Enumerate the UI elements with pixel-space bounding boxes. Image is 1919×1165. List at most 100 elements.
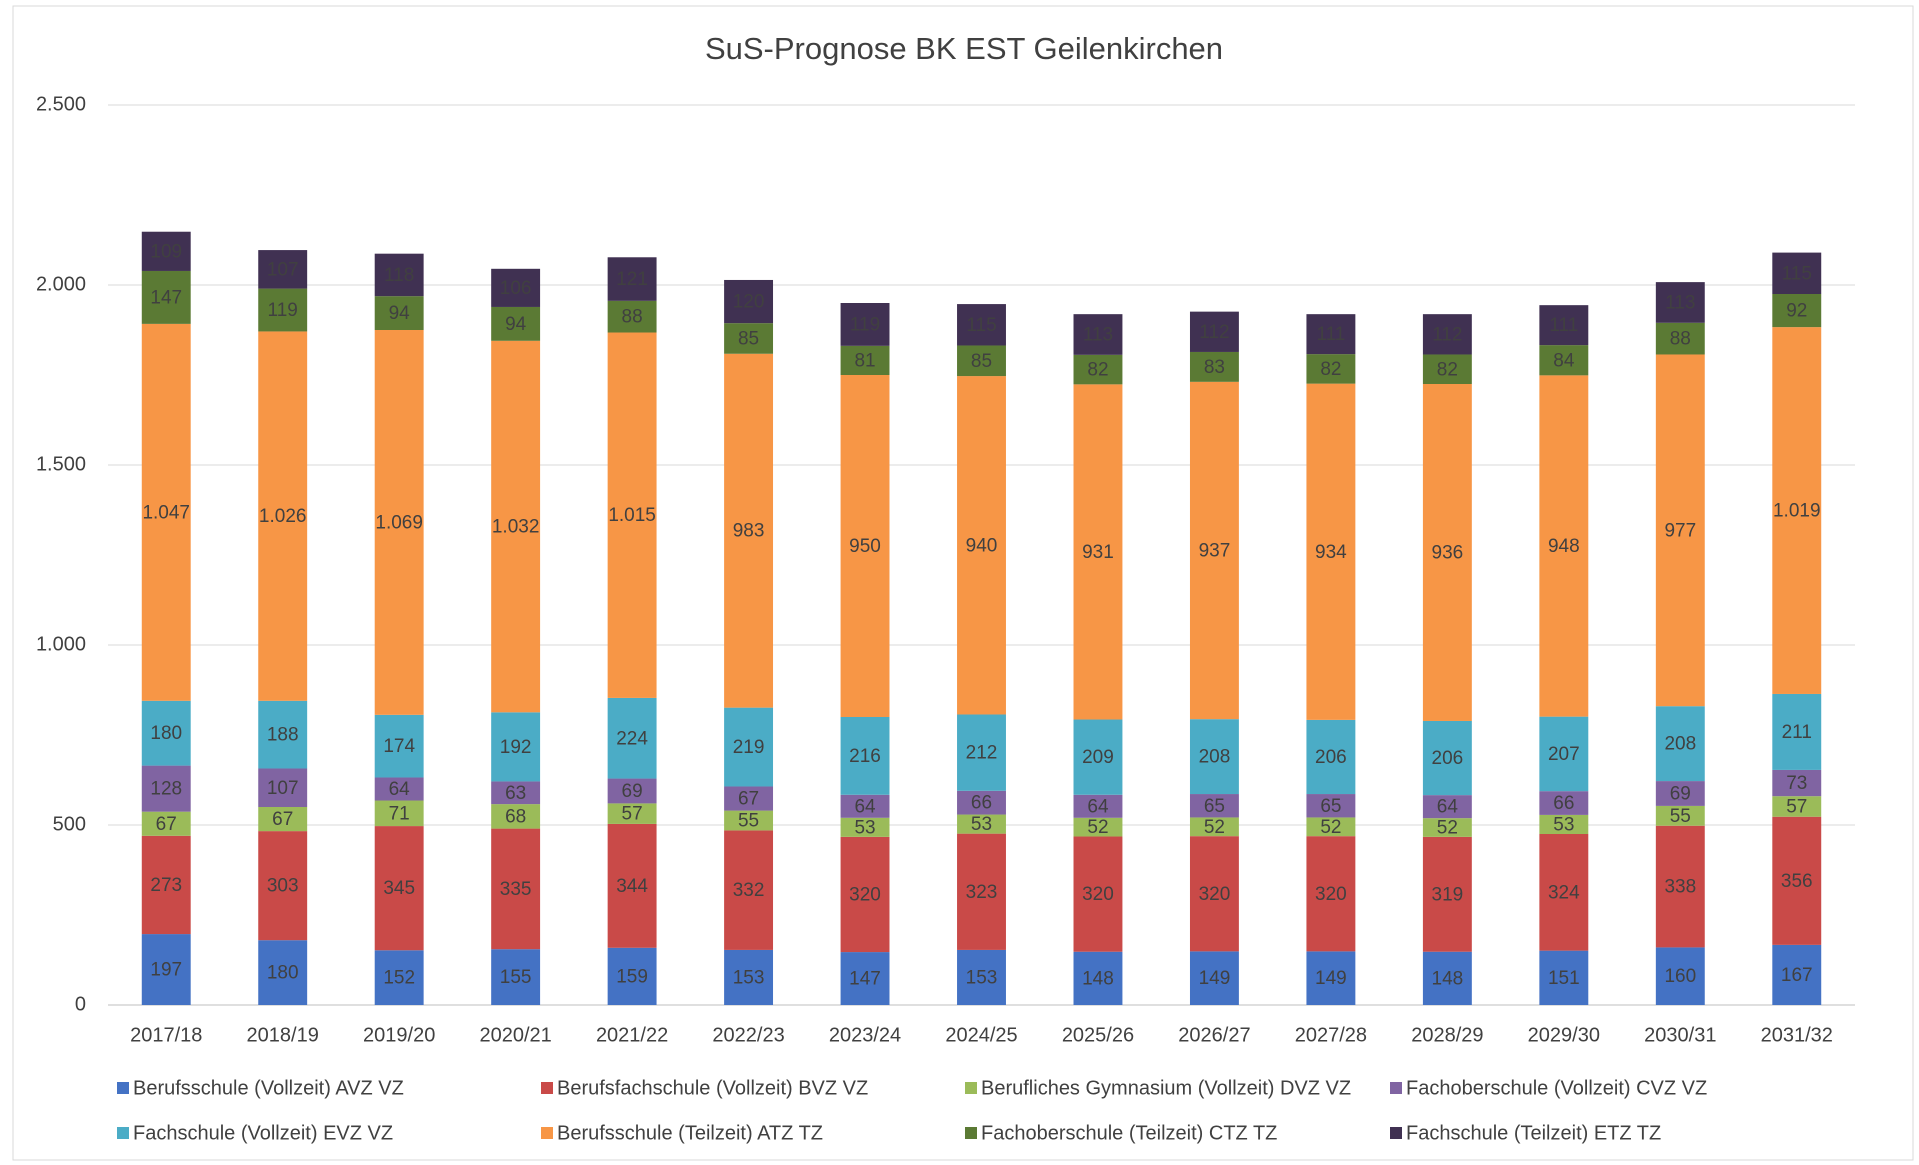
value-label: 83 [1204, 357, 1225, 378]
legend-label: Berufsschule (Teilzeit) ATZ TZ [557, 1122, 823, 1144]
value-label: 212 [966, 743, 998, 764]
value-label: 152 [383, 968, 415, 989]
value-label: 113 [1665, 292, 1695, 313]
legend-label: Fachoberschule (Vollzeit) CVZ VZ [1406, 1077, 1707, 1099]
value-label: 71 [389, 803, 410, 824]
bar-segment [141, 231, 191, 271]
value-label: 180 [150, 723, 182, 744]
bar-segment [1772, 693, 1822, 770]
bar-segment [840, 303, 890, 346]
value-label: 63 [505, 783, 526, 804]
bar-segment [1073, 354, 1123, 385]
bar-segment [957, 949, 1006, 1005]
value-label: 85 [971, 351, 992, 372]
bar-segment [840, 794, 890, 818]
y-tick-label: 1.000 [36, 633, 86, 655]
value-label: 81 [854, 350, 875, 371]
value-label: 69 [1670, 784, 1691, 805]
bar-segment [258, 807, 308, 832]
value-label: 57 [1786, 796, 1807, 817]
value-label: 112 [1199, 322, 1229, 343]
value-label: 151 [1548, 968, 1580, 989]
value-label: 1.069 [375, 512, 423, 533]
y-tick-label: 2.000 [36, 273, 86, 295]
bar-segment [1655, 282, 1705, 323]
value-label: 149 [1199, 968, 1231, 989]
bar-segment [1539, 716, 1589, 792]
value-label: 931 [1082, 542, 1114, 563]
value-label: 934 [1315, 542, 1347, 563]
chart-title: SuS-Prognose BK EST Geilenkirchen [705, 31, 1223, 66]
value-label: 320 [849, 884, 881, 905]
value-label: 67 [272, 809, 293, 830]
bar-segment [1306, 719, 1356, 795]
value-label: 52 [1437, 818, 1458, 839]
value-label: 65 [1204, 796, 1225, 817]
bar-segment [957, 304, 1006, 346]
value-label: 1.047 [142, 502, 190, 523]
bar-segment [840, 345, 890, 375]
bar-segment [258, 288, 308, 332]
bar-segment [1306, 794, 1356, 818]
bar-segment [1772, 816, 1822, 945]
bar-segment [1189, 351, 1239, 382]
value-label: 92 [1786, 301, 1807, 322]
value-label: 82 [1087, 360, 1108, 381]
value-label: 1.032 [492, 517, 540, 538]
bar-segment [1772, 294, 1822, 328]
value-label: 107 [267, 778, 299, 799]
bar-segment [1772, 252, 1822, 294]
bar-segment [141, 811, 191, 836]
bar-segment [1073, 384, 1123, 720]
legend-swatch [541, 1082, 553, 1094]
value-label: 335 [500, 879, 532, 900]
value-label: 344 [616, 876, 648, 897]
bar-segment [1306, 314, 1356, 355]
value-label: 88 [1670, 329, 1691, 350]
bar-segment [1655, 825, 1705, 948]
bar-segment [1772, 327, 1822, 694]
value-label: 64 [1437, 797, 1459, 818]
value-label: 69 [622, 781, 643, 802]
bar-segment [1655, 354, 1705, 707]
bar-segment [1772, 944, 1822, 1005]
value-label: 332 [733, 880, 765, 901]
value-label: 147 [849, 969, 881, 990]
x-tick-label: 2027/28 [1295, 1024, 1367, 1046]
bar-segment [607, 778, 657, 804]
value-label: 111 [1316, 324, 1345, 345]
bar-segment [957, 345, 1006, 377]
bar-segment [1539, 791, 1589, 815]
value-label: 983 [733, 521, 765, 542]
value-label: 94 [505, 314, 527, 335]
bar-segment [957, 714, 1006, 791]
value-label: 52 [1087, 817, 1108, 838]
value-label: 153 [733, 967, 765, 988]
value-label: 52 [1204, 817, 1225, 838]
value-label: 148 [1432, 968, 1464, 989]
y-tick-label: 2.500 [36, 93, 86, 115]
value-label: 174 [383, 736, 415, 757]
bar-segment [1422, 384, 1472, 721]
bar-segment [1073, 817, 1123, 837]
bar-segment [374, 826, 424, 951]
x-tick-label: 2026/27 [1178, 1024, 1250, 1046]
value-label: 68 [505, 806, 526, 827]
value-label: 147 [150, 287, 182, 308]
bar-segment [957, 790, 1006, 815]
value-label: 320 [1315, 884, 1347, 905]
value-label: 66 [1553, 793, 1574, 814]
value-label: 66 [971, 793, 992, 814]
bar-segment [1189, 719, 1239, 795]
bar-segment [607, 697, 657, 779]
bar-segment [1073, 836, 1123, 952]
value-label: 209 [1082, 747, 1114, 768]
bar-segment [724, 353, 774, 708]
value-label: 67 [156, 814, 177, 835]
value-label: 977 [1664, 520, 1696, 541]
value-label: 320 [1082, 884, 1114, 905]
value-label: 197 [150, 960, 182, 981]
value-label: 948 [1548, 536, 1580, 557]
bar-segment [374, 800, 424, 827]
value-label: 115 [966, 315, 996, 336]
